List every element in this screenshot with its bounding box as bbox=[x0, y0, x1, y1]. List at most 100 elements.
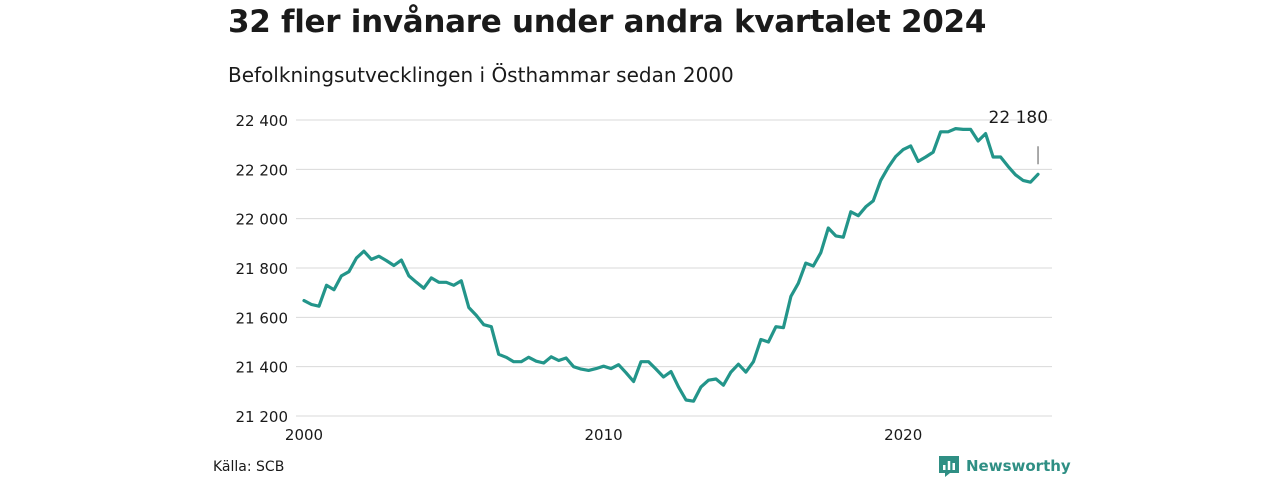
data-point bbox=[834, 234, 837, 238]
grid-lines bbox=[296, 119, 1052, 417]
data-point bbox=[579, 367, 583, 371]
data-point bbox=[355, 256, 358, 260]
data-point bbox=[677, 385, 680, 389]
data-point bbox=[812, 264, 815, 268]
data-point bbox=[452, 284, 455, 287]
y-tick-label: 21 800 bbox=[236, 260, 289, 278]
data-point bbox=[1036, 173, 1040, 176]
data-point bbox=[699, 385, 703, 389]
data-point bbox=[864, 205, 867, 208]
data-point bbox=[609, 367, 613, 370]
data-point bbox=[632, 380, 635, 383]
data-point bbox=[752, 360, 755, 363]
data-point bbox=[909, 144, 912, 148]
data-point bbox=[961, 128, 965, 131]
data-point bbox=[415, 281, 418, 284]
data-point bbox=[714, 377, 718, 381]
data-point bbox=[332, 288, 336, 291]
data-point bbox=[819, 251, 822, 254]
data-point bbox=[362, 250, 366, 253]
data-point bbox=[370, 258, 373, 261]
data-point bbox=[662, 375, 665, 379]
last-value-label: 22 180 bbox=[989, 108, 1048, 128]
data-point bbox=[684, 398, 688, 402]
data-point bbox=[542, 361, 545, 365]
data-point bbox=[437, 281, 440, 284]
data-point bbox=[902, 148, 905, 151]
data-point bbox=[385, 259, 388, 262]
data-point bbox=[1014, 173, 1017, 176]
annotation-layer: 22 180 bbox=[989, 108, 1048, 165]
data-point bbox=[759, 338, 763, 341]
data-point bbox=[976, 139, 980, 143]
data-point bbox=[692, 400, 695, 403]
data-point bbox=[804, 261, 807, 265]
data-point bbox=[460, 279, 463, 282]
data-point bbox=[842, 236, 845, 239]
y-tick-label: 21 400 bbox=[236, 359, 289, 377]
data-point bbox=[774, 325, 778, 328]
data-point bbox=[624, 371, 628, 374]
data-point bbox=[317, 305, 321, 308]
data-point bbox=[490, 325, 493, 328]
data-point bbox=[932, 150, 935, 154]
data-point bbox=[550, 355, 553, 358]
data-point bbox=[969, 128, 972, 131]
y-tick-label: 22 200 bbox=[236, 161, 289, 179]
data-point bbox=[587, 369, 590, 372]
data-point bbox=[647, 360, 650, 363]
data-point bbox=[340, 274, 343, 278]
data-point bbox=[1021, 179, 1025, 182]
newsworthy-logo[interactable]: Newsworthy bbox=[938, 455, 1071, 477]
data-point bbox=[520, 360, 523, 363]
data-point bbox=[654, 367, 658, 371]
data-point bbox=[917, 160, 920, 163]
y-tick-label: 21 200 bbox=[236, 408, 289, 426]
x-tick-label: 2010 bbox=[585, 426, 623, 444]
newsworthy-logo-icon bbox=[939, 456, 959, 477]
data-point bbox=[535, 360, 538, 363]
data-point bbox=[302, 299, 306, 302]
data-point bbox=[879, 179, 882, 182]
data-point bbox=[602, 365, 605, 368]
data-point bbox=[999, 155, 1002, 159]
data-point bbox=[400, 258, 403, 262]
data-point bbox=[669, 370, 673, 373]
data-point bbox=[894, 155, 897, 158]
data-point bbox=[564, 356, 568, 360]
x-tick-label: 2000 bbox=[285, 426, 323, 444]
data-point bbox=[467, 306, 470, 309]
series-layer bbox=[302, 127, 1040, 403]
data-point bbox=[482, 323, 485, 326]
data-point bbox=[512, 360, 515, 363]
data-point bbox=[797, 282, 800, 285]
data-point bbox=[991, 155, 995, 159]
data-point bbox=[707, 379, 710, 382]
brand-name: Newsworthy bbox=[966, 457, 1071, 475]
data-point bbox=[887, 166, 890, 169]
chart-title: 32 fler invånare under andra kvartalet 2… bbox=[228, 4, 987, 40]
data-point bbox=[849, 210, 852, 213]
data-point bbox=[475, 314, 478, 317]
data-point bbox=[347, 270, 351, 273]
y-tick-label: 21 600 bbox=[236, 309, 289, 327]
data-point bbox=[782, 326, 785, 329]
chart-subtitle: Befolkningsutvecklingen i Östhammar seda… bbox=[228, 63, 734, 87]
data-point bbox=[872, 199, 875, 203]
x-axis-ticks: 2000 2010 2020 bbox=[285, 426, 922, 444]
data-point bbox=[422, 287, 425, 290]
data-point bbox=[924, 155, 927, 159]
data-point bbox=[505, 356, 508, 359]
data-point bbox=[392, 264, 396, 267]
data-point bbox=[737, 363, 740, 366]
data-point bbox=[617, 363, 620, 366]
data-point bbox=[767, 340, 770, 344]
data-point bbox=[827, 226, 830, 230]
data-point bbox=[572, 365, 575, 368]
data-point bbox=[497, 353, 500, 356]
data-point bbox=[325, 284, 328, 287]
data-point bbox=[946, 130, 950, 133]
data-point bbox=[407, 274, 411, 278]
data-point bbox=[729, 370, 733, 374]
data-point bbox=[984, 132, 987, 135]
